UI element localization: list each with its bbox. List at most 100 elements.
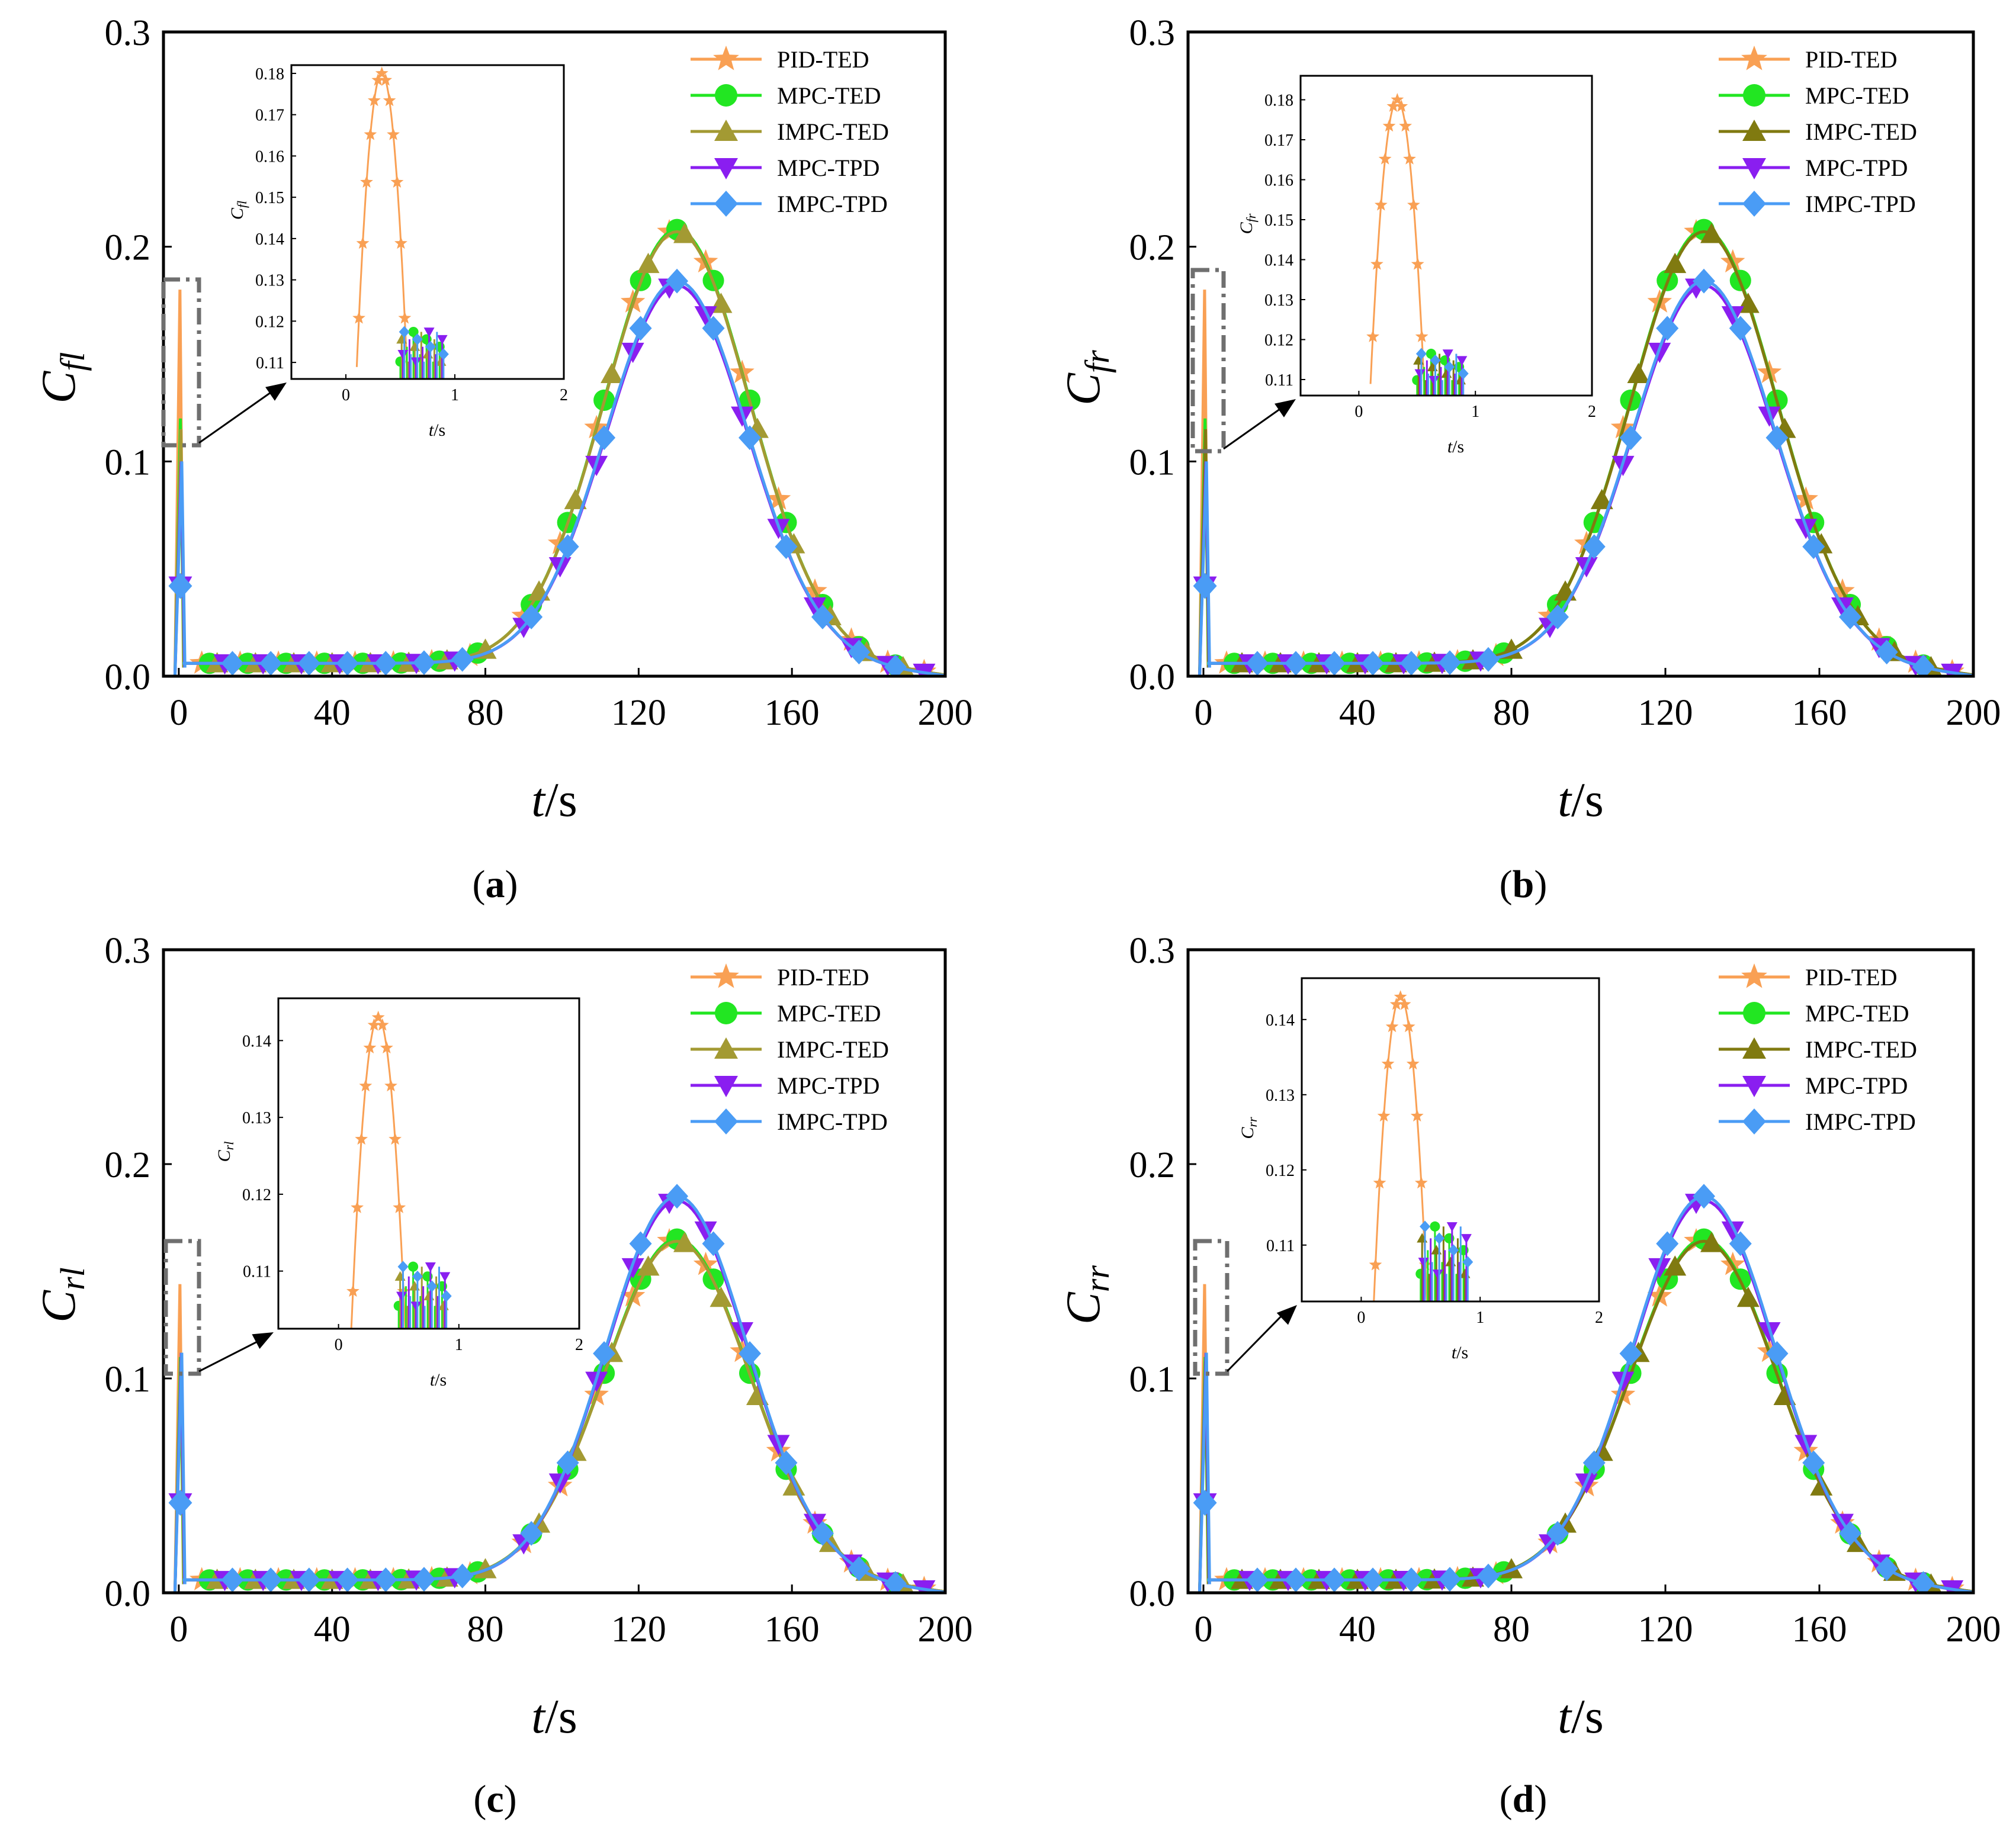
inset-y-tick-label: 0.14 — [1266, 1011, 1295, 1030]
data-point — [621, 342, 644, 364]
legend-marker — [713, 46, 739, 70]
data-point — [702, 316, 725, 341]
zoom-region-box — [163, 1239, 201, 1376]
plot-frame — [1186, 30, 1975, 678]
data-point — [1546, 605, 1569, 629]
legend-label: MPC-TPD — [777, 155, 879, 181]
inset-y-tick-label: 0.13 — [1266, 1087, 1295, 1105]
inset-y-tick-label: 0.15 — [1264, 211, 1293, 230]
y-tick-label: 0.3 — [1129, 931, 1176, 971]
y-tick-label: 0.0 — [105, 1574, 151, 1614]
data-point — [1439, 1567, 1461, 1592]
x-tick-label: 200 — [1946, 693, 2001, 733]
zoom-arrow-line — [1223, 405, 1285, 450]
series-spike — [173, 461, 187, 676]
inset-data-point — [1395, 99, 1408, 112]
inset-data-point — [1414, 369, 1426, 379]
inset-y-label-var: C — [1238, 1127, 1257, 1139]
x-tick-label: 40 — [1339, 1609, 1376, 1650]
data-point — [666, 268, 689, 294]
x-axis-label-unit: /s — [545, 773, 577, 827]
y-axis-label-var: C — [1056, 1291, 1110, 1325]
legend-marker — [715, 1002, 737, 1024]
inset-x-label: t/s — [1447, 437, 1464, 457]
inset-x-tick-label: 0 — [335, 1336, 343, 1354]
data-point — [1362, 651, 1384, 676]
inset-x-tick-label: 0 — [342, 386, 350, 404]
plot-frame — [1186, 948, 1975, 1595]
data-point — [168, 1489, 192, 1516]
legend-item: IMPC-TPD — [1719, 1108, 1916, 1135]
x-tick-label: 40 — [314, 1609, 351, 1650]
data-point — [702, 1231, 725, 1256]
inset-data-point — [1373, 1176, 1386, 1189]
legend-label: PID-TED — [1805, 964, 1898, 991]
inset-x-tick-label: 2 — [1588, 403, 1596, 421]
inset-background — [1302, 978, 1599, 1301]
inset-data-point — [1369, 1258, 1382, 1271]
inset-data-point — [1381, 1057, 1395, 1070]
legend-label: MPC-TED — [1805, 82, 1909, 109]
inset-data-point — [1446, 1222, 1458, 1232]
data-point — [1700, 1232, 1723, 1252]
data-point — [593, 425, 616, 451]
legend-marker — [714, 191, 738, 217]
data-point — [451, 1563, 474, 1589]
legend-item: MPC-TED — [691, 82, 881, 109]
data-point — [848, 1556, 871, 1582]
data-point — [1729, 316, 1752, 341]
x-tick-label: 0 — [1195, 693, 1213, 733]
inset-y-tick-label: 0.14 — [1264, 252, 1293, 270]
y-tick-label: 0.1 — [1129, 1359, 1176, 1400]
data-point — [775, 534, 798, 560]
y-tick-label: 0.0 — [1129, 1574, 1176, 1614]
inset-y-label: Crr — [1238, 1117, 1260, 1139]
legend-label: MPC-TED — [777, 1000, 881, 1027]
inset-data — [352, 66, 449, 379]
data-point — [1664, 252, 1687, 274]
inset-data-point — [384, 1079, 397, 1092]
panel-caption: (d) — [1500, 1778, 1548, 1821]
legend-marker — [713, 963, 739, 988]
x-tick-label: 40 — [314, 693, 351, 733]
inset-data-point — [1414, 1176, 1428, 1189]
inset-data-point — [1410, 1109, 1424, 1122]
inset-data-point — [1402, 1020, 1415, 1033]
inset-data-point — [399, 326, 410, 338]
inset-y-label: Cfl — [227, 201, 249, 220]
legend-label: MPC-TPD — [1805, 155, 1908, 181]
y-tick-label: 0.1 — [105, 1359, 151, 1400]
inset-data-point — [1378, 152, 1392, 165]
inset-data-point — [356, 236, 370, 249]
inset-frame — [290, 64, 565, 380]
inset-data-point — [423, 327, 435, 338]
legend-marker — [1741, 46, 1767, 70]
caption-open: ( — [1500, 1778, 1513, 1821]
x-tick-label: 120 — [1638, 693, 1693, 733]
data-point — [1627, 362, 1650, 383]
y-axis-label-sub: rl — [53, 1267, 92, 1290]
inset-data-point — [1374, 198, 1388, 211]
inset-data-point — [439, 1272, 451, 1282]
inset-frame — [277, 997, 580, 1330]
data-point — [739, 425, 761, 451]
data-point — [1648, 342, 1671, 364]
data-point — [297, 1567, 320, 1593]
data-layer — [1193, 218, 1973, 676]
legend-marker — [1742, 1108, 1766, 1134]
zoom-arrow-head — [1276, 1305, 1297, 1325]
data-point — [1802, 534, 1825, 560]
legend-label: PID-TED — [1805, 46, 1898, 73]
x-tick-label: 40 — [1339, 693, 1376, 733]
legend-item: IMPC-TED — [691, 118, 889, 145]
legend-item: PID-TED — [691, 963, 869, 991]
inset-data-point — [1370, 257, 1383, 270]
inset-data-point — [1462, 1256, 1474, 1268]
data-point — [1656, 316, 1679, 341]
inset-data-point — [1391, 93, 1404, 105]
chart-panel-d: 0 40 80 120 160 2000.00.10.20.3t/sCrr(d)PID-T… — [1056, 931, 2001, 1821]
legend-label: MPC-TPD — [777, 1072, 879, 1099]
inset-y-tick-label: 0.11 — [1265, 371, 1293, 390]
x-axis-label-unit: /s — [545, 1689, 577, 1743]
